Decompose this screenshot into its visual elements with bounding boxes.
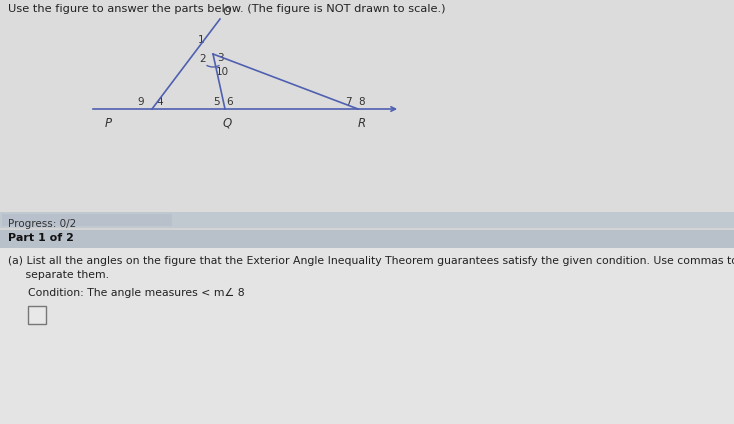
Text: 7: 7 — [345, 97, 352, 107]
Text: Condition: The angle measures < m∠ 8: Condition: The angle measures < m∠ 8 — [28, 288, 244, 298]
Text: Part 1 of 2: Part 1 of 2 — [8, 233, 74, 243]
Text: P: P — [104, 117, 112, 130]
Text: R: R — [358, 117, 366, 130]
Text: (a) List all the angles on the figure that the Exterior Angle Inequality Theorem: (a) List all the angles on the figure th… — [8, 256, 734, 266]
FancyBboxPatch shape — [0, 230, 734, 248]
Text: 1: 1 — [197, 35, 204, 45]
Text: 3: 3 — [217, 53, 223, 63]
Text: 9: 9 — [138, 97, 145, 107]
Text: Use the figure to answer the parts below. (The figure is NOT drawn to scale.): Use the figure to answer the parts below… — [8, 4, 446, 14]
FancyBboxPatch shape — [28, 306, 46, 324]
FancyBboxPatch shape — [0, 248, 734, 424]
FancyBboxPatch shape — [0, 212, 734, 228]
FancyBboxPatch shape — [2, 214, 172, 226]
Text: Q: Q — [222, 117, 232, 130]
Text: O: O — [222, 7, 230, 17]
Text: 10: 10 — [216, 67, 228, 77]
Text: 8: 8 — [359, 97, 366, 107]
Text: 6: 6 — [227, 97, 233, 107]
Text: 4: 4 — [156, 97, 163, 107]
Text: separate them.: separate them. — [8, 270, 109, 280]
Text: Progress: 0/2: Progress: 0/2 — [8, 219, 76, 229]
Text: 5: 5 — [213, 97, 219, 107]
Text: 2: 2 — [200, 54, 206, 64]
FancyBboxPatch shape — [0, 0, 734, 214]
